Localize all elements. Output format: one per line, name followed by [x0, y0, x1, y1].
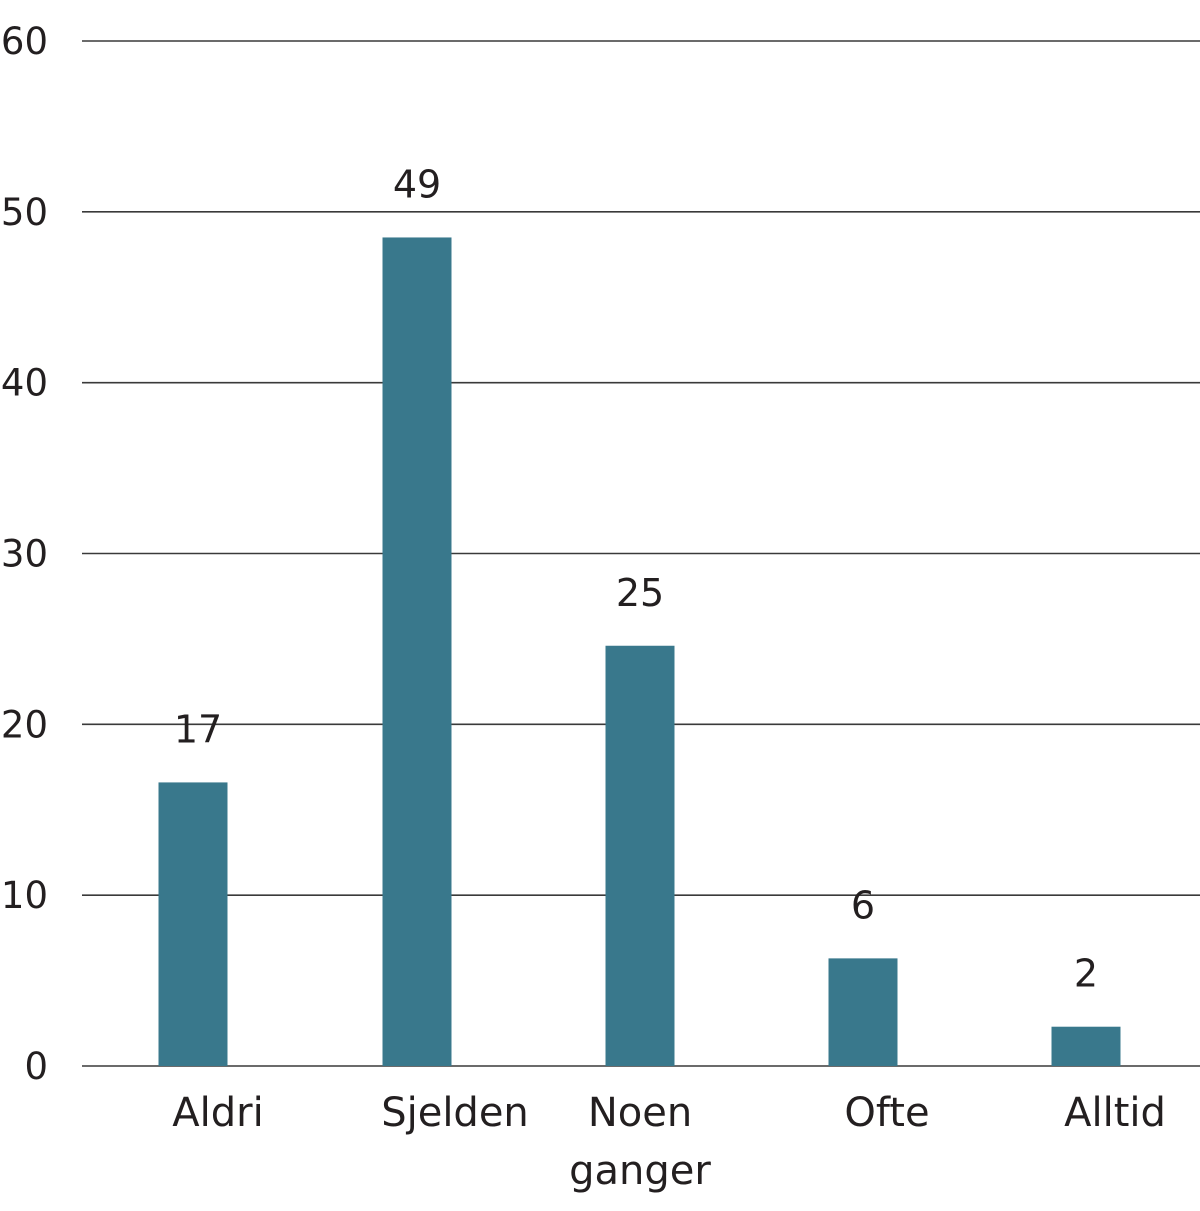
x-category-label: Noen: [588, 1090, 692, 1136]
bar: [382, 237, 452, 1067]
bar: [1051, 1026, 1121, 1066]
x-category-label: Sjelden: [381, 1090, 529, 1136]
y-tick-label: 60: [1, 20, 48, 63]
bar: [158, 782, 228, 1066]
x-category-label: Alltid: [1064, 1090, 1166, 1136]
data-label: 6: [851, 883, 875, 927]
y-tick-label: 40: [1, 362, 48, 405]
x-category-label: Aldri: [172, 1090, 263, 1136]
y-tick-label: 10: [1, 874, 48, 917]
bar: [828, 958, 898, 1066]
y-tick-label: 20: [1, 703, 48, 746]
y-tick-label: 0: [24, 1045, 48, 1088]
bar: [605, 645, 675, 1066]
y-tick-label: 30: [1, 533, 48, 576]
data-label: 49: [393, 162, 441, 206]
data-label: 17: [174, 707, 222, 751]
x-category-label: ganger: [569, 1148, 711, 1194]
data-label: 25: [616, 571, 664, 615]
data-label: 2: [1074, 952, 1098, 996]
y-tick-label: 50: [1, 191, 48, 234]
x-category-label: Ofte: [844, 1090, 929, 1136]
